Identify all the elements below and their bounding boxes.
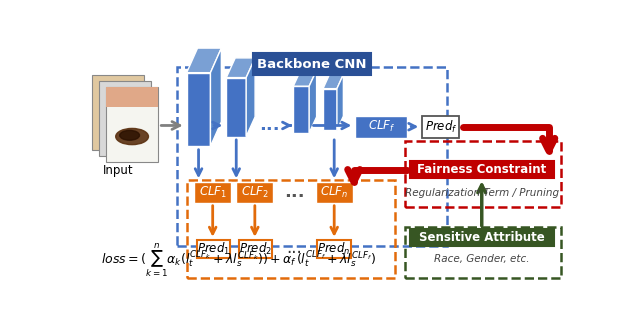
Polygon shape [309, 70, 317, 133]
Text: $CLF_1$: $CLF_1$ [198, 185, 227, 200]
Text: $CLF_n$: $CLF_n$ [320, 185, 348, 200]
Polygon shape [246, 58, 255, 137]
Bar [355, 116, 408, 138]
Bar [236, 182, 273, 203]
Circle shape [116, 129, 148, 145]
Bar [177, 67, 447, 246]
Text: Input: Input [103, 164, 134, 177]
Polygon shape [227, 78, 246, 137]
Polygon shape [293, 70, 317, 86]
Text: $CLF_2$: $CLF_2$ [241, 185, 269, 200]
Bar [99, 81, 151, 156]
Text: ...: ... [286, 239, 302, 257]
Text: $Pred_f$: $Pred_f$ [424, 119, 457, 135]
Polygon shape [187, 48, 221, 73]
Bar [194, 182, 231, 203]
Text: Race, Gender, etc.: Race, Gender, etc. [434, 254, 529, 264]
Bar [317, 240, 351, 258]
Bar [405, 141, 561, 206]
Polygon shape [323, 89, 337, 130]
Bar [196, 240, 230, 258]
Text: $loss = (\sum_{k=1}^{n} \alpha_k(l_t^{CLF_k} + \lambda l_s^{CLF_k})) + \alpha_f\: $loss = (\sum_{k=1}^{n} \alpha_k(l_t^{CL… [101, 241, 376, 279]
Bar [92, 75, 145, 150]
Bar [106, 87, 158, 107]
Text: $CLF_f$: $CLF_f$ [367, 119, 395, 134]
Text: Sensitive Attribute: Sensitive Attribute [419, 231, 545, 244]
Polygon shape [227, 58, 255, 78]
Polygon shape [337, 74, 344, 130]
Text: $Pred_2$: $Pred_2$ [239, 241, 272, 257]
Circle shape [120, 130, 140, 140]
Text: ...: ... [284, 183, 305, 201]
Bar [410, 161, 554, 178]
Polygon shape [293, 86, 309, 133]
Polygon shape [323, 74, 344, 89]
Bar [410, 229, 554, 246]
Polygon shape [187, 73, 211, 146]
Text: Regularization Term / Pruning: Regularization Term / Pruning [404, 188, 559, 198]
Text: $Pred_1$: $Pred_1$ [197, 241, 230, 257]
Bar [187, 180, 395, 278]
Bar [422, 116, 460, 138]
Bar [239, 240, 273, 258]
Bar [316, 182, 353, 203]
Text: $Pred_n$: $Pred_n$ [317, 241, 351, 257]
Bar [106, 87, 158, 162]
Text: Fairness Constraint: Fairness Constraint [417, 163, 547, 176]
Text: Backbone CNN: Backbone CNN [257, 57, 367, 70]
Bar [405, 227, 561, 278]
Text: ...: ... [259, 116, 280, 135]
Polygon shape [211, 48, 221, 146]
